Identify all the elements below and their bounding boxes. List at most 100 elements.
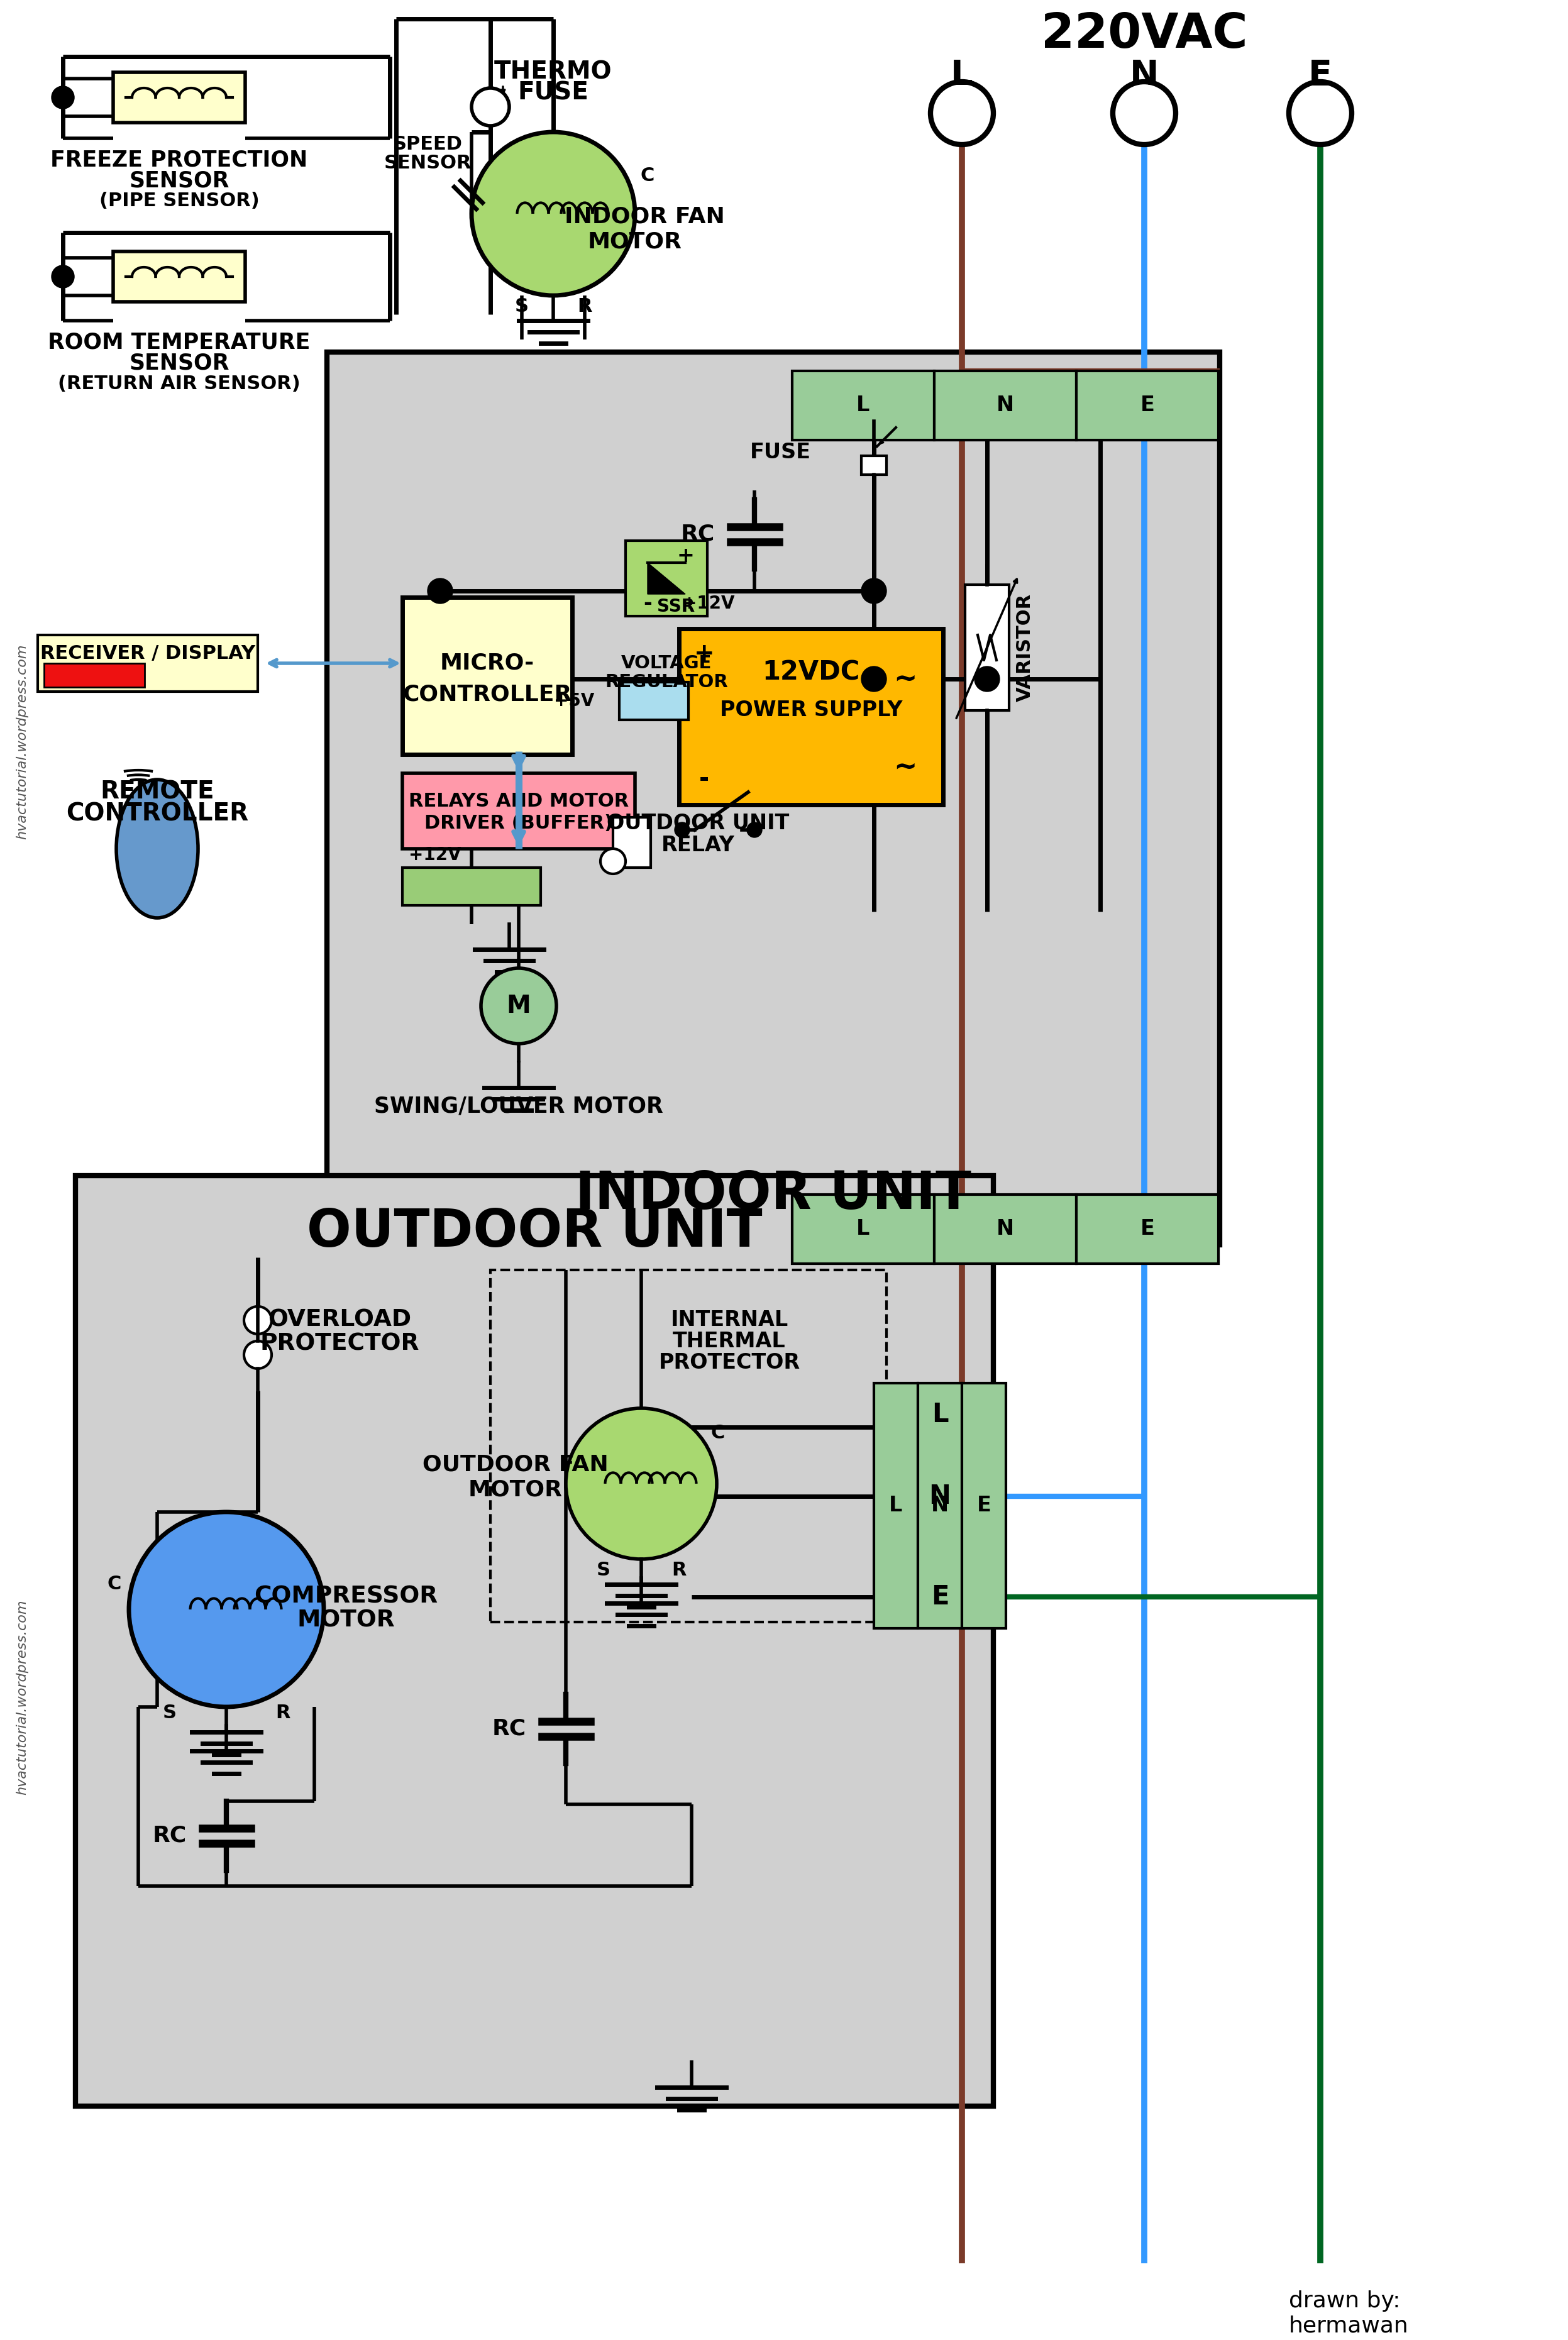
Text: L: L: [931, 1402, 949, 1427]
Circle shape: [861, 667, 886, 693]
Text: R: R: [671, 1561, 687, 1579]
Bar: [613, 817, 651, 868]
Polygon shape: [648, 562, 685, 594]
Circle shape: [52, 264, 74, 288]
Bar: [403, 772, 635, 849]
Circle shape: [245, 1306, 271, 1334]
Text: L: L: [950, 58, 974, 91]
Circle shape: [601, 849, 626, 873]
Text: E: E: [931, 1584, 949, 1610]
Bar: [1076, 372, 1218, 440]
Text: RC: RC: [152, 1825, 187, 1846]
Circle shape: [746, 821, 762, 838]
Bar: [1076, 1193, 1218, 1264]
Bar: [328, 351, 1220, 1245]
Text: S: S: [514, 297, 528, 316]
Circle shape: [472, 131, 635, 295]
Text: E: E: [1140, 1219, 1154, 1240]
Bar: [873, 1383, 917, 1629]
Bar: [403, 597, 572, 753]
Text: M: M: [506, 994, 532, 1018]
Text: E: E: [1308, 58, 1333, 91]
Text: +5V: +5V: [554, 693, 594, 709]
Text: INDOOR FAN: INDOOR FAN: [564, 206, 724, 227]
Text: C: C: [710, 1425, 724, 1441]
Text: C: C: [641, 166, 654, 185]
Text: SWING/LOUVER MOTOR: SWING/LOUVER MOTOR: [375, 1095, 663, 1116]
Circle shape: [52, 87, 74, 108]
Circle shape: [245, 1341, 271, 1369]
Text: (RETURN AIR SENSOR): (RETURN AIR SENSOR): [58, 374, 301, 393]
Text: CONTROLLER: CONTROLLER: [403, 683, 572, 704]
Text: THERMAL: THERMAL: [673, 1331, 786, 1353]
Circle shape: [861, 578, 886, 604]
Text: S: S: [163, 1704, 177, 1722]
Bar: [113, 250, 245, 302]
Text: E: E: [1140, 395, 1154, 417]
Text: hermawan: hermawan: [1289, 2317, 1408, 2338]
Circle shape: [566, 1409, 717, 1558]
Text: -: -: [699, 768, 709, 791]
Circle shape: [974, 667, 1000, 693]
Text: THERMO: THERMO: [494, 61, 612, 84]
Text: L: L: [856, 1219, 870, 1240]
Text: RC: RC: [681, 524, 715, 545]
Text: C: C: [107, 1575, 121, 1594]
Bar: [935, 1193, 1076, 1264]
Bar: [403, 868, 541, 906]
Circle shape: [472, 89, 510, 126]
Text: OUTDOOR UNIT: OUTDOOR UNIT: [307, 1207, 762, 1257]
Circle shape: [930, 82, 994, 145]
Bar: [935, 372, 1076, 440]
Bar: [626, 541, 707, 615]
Bar: [861, 456, 886, 475]
Text: L: L: [889, 1495, 903, 1516]
Text: RECEIVER / DISPLAY: RECEIVER / DISPLAY: [41, 646, 256, 662]
Text: ~: ~: [894, 753, 917, 782]
Text: SENSOR: SENSOR: [129, 353, 229, 374]
Bar: [917, 1383, 961, 1629]
Bar: [961, 1383, 1007, 1629]
Circle shape: [1113, 82, 1176, 145]
Text: SENSOR: SENSOR: [384, 154, 472, 173]
Text: VARISTOR: VARISTOR: [1016, 594, 1033, 702]
Text: E: E: [977, 1495, 991, 1516]
Text: FUSE: FUSE: [750, 442, 811, 463]
Text: OVERLOAD: OVERLOAD: [268, 1308, 411, 1331]
Text: hvactutorial.wordpress.com: hvactutorial.wordpress.com: [16, 1601, 28, 1795]
Circle shape: [1289, 82, 1352, 145]
Circle shape: [129, 1512, 325, 1706]
Text: ~: ~: [894, 665, 917, 693]
Text: PROTECTOR: PROTECTOR: [659, 1353, 800, 1374]
Text: N: N: [928, 1484, 950, 1509]
Text: N: N: [996, 395, 1014, 417]
Text: -: -: [643, 592, 652, 613]
Text: +: +: [676, 545, 695, 566]
Text: N: N: [996, 1219, 1014, 1240]
Text: N: N: [1129, 58, 1159, 91]
Text: RC: RC: [492, 1718, 527, 1739]
Text: SSR: SSR: [657, 599, 695, 615]
Bar: [44, 662, 144, 688]
Text: 12VDC: 12VDC: [762, 660, 859, 686]
Bar: [113, 73, 245, 122]
Text: drawn by:: drawn by:: [1289, 2291, 1400, 2312]
Text: MICRO-: MICRO-: [441, 653, 535, 674]
Text: R: R: [577, 297, 593, 316]
Text: FUSE: FUSE: [517, 82, 588, 105]
Text: +12V: +12V: [682, 594, 735, 613]
Text: REGULATOR: REGULATOR: [605, 674, 728, 690]
Text: (PIPE SENSOR): (PIPE SENSOR): [99, 192, 259, 211]
Text: PROTECTOR: PROTECTOR: [260, 1334, 419, 1355]
Text: VOLTAGE: VOLTAGE: [621, 655, 712, 672]
Text: MOTOR: MOTOR: [469, 1479, 563, 1500]
Text: MOTOR: MOTOR: [296, 1610, 395, 1631]
Text: CONTROLLER: CONTROLLER: [66, 803, 248, 826]
Circle shape: [428, 578, 453, 604]
Text: SPEED: SPEED: [392, 136, 463, 154]
Text: FREEZE PROTECTION: FREEZE PROTECTION: [50, 150, 307, 171]
Text: DRIVER (BUFFER): DRIVER (BUFFER): [425, 814, 613, 833]
Bar: [619, 683, 688, 721]
Text: INDOOR UNIT: INDOOR UNIT: [575, 1170, 971, 1219]
Text: ROOM TEMPERATURE: ROOM TEMPERATURE: [49, 332, 310, 353]
